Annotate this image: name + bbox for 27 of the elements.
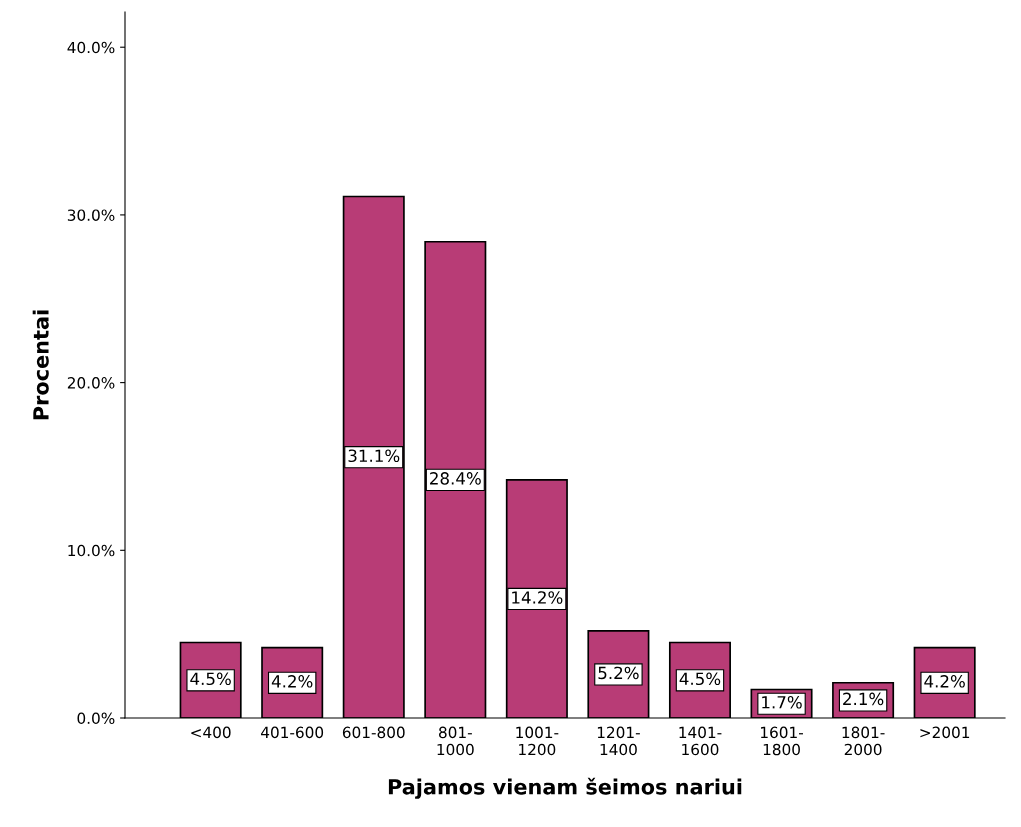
x-tick-label: 601-800 — [342, 726, 405, 739]
x-tick-label: 1801- 2000 — [842, 726, 885, 756]
data-label: 2.1% — [843, 692, 884, 706]
x-tick-label: 801- 1000 — [437, 726, 474, 756]
y-tick-label: 10.0% — [68, 544, 115, 557]
x-tick-label: 1401- 1600 — [679, 726, 722, 756]
x-axis-title: Pajamos vienam šeimos nariui — [388, 777, 742, 799]
x-tick-label: 1201- 1400 — [597, 726, 640, 756]
data-label: 1.7% — [762, 695, 802, 709]
data-label: 14.2% — [512, 591, 563, 604]
y-tick-label: 40.0% — [67, 41, 115, 54]
y-tick-label: 0.0% — [77, 712, 115, 725]
data-label: 4.2% — [924, 675, 965, 688]
x-tick-label: 1601- 1800 — [761, 726, 803, 756]
x-tick-label: <400 — [191, 726, 231, 739]
y-tick-label: 20.0% — [67, 377, 115, 389]
y-axis-title: Procentai — [32, 310, 49, 420]
x-tick-label: 1001- 1200 — [516, 726, 559, 756]
data-label: 4.5% — [190, 672, 231, 686]
data-label: 4.2% — [271, 675, 313, 688]
data-label: 28.4% — [430, 472, 481, 485]
data-label: 4.5% — [679, 672, 721, 686]
data-label: 5.2% — [598, 666, 639, 680]
data-label: 31.1% — [348, 449, 400, 463]
x-tick-label: 401-600 — [261, 726, 324, 739]
y-tick-label: 30.0% — [67, 209, 115, 221]
x-tick-label: >2001 — [920, 726, 970, 739]
